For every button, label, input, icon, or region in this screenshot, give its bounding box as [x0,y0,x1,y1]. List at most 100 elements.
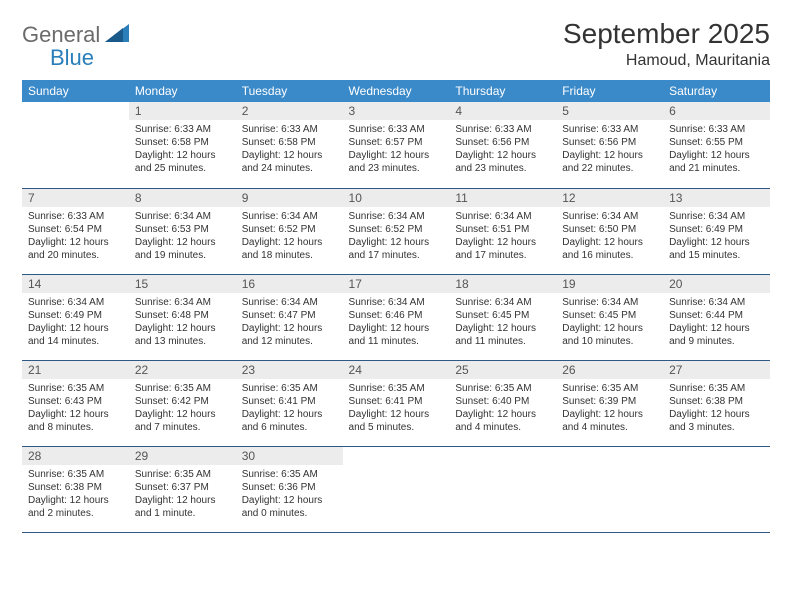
sunrise-text: Sunrise: 6:34 AM [135,296,230,309]
sunrise-text: Sunrise: 6:33 AM [669,123,764,136]
day-details: Sunrise: 6:34 AMSunset: 6:45 PMDaylight:… [556,293,663,352]
sunrise-text: Sunrise: 6:35 AM [28,468,123,481]
sunrise-text: Sunrise: 6:35 AM [242,468,337,481]
sunset-text: Sunset: 6:52 PM [242,223,337,236]
calendar-day-cell: 11Sunrise: 6:34 AMSunset: 6:51 PMDayligh… [449,188,556,274]
day-number: 24 [343,361,450,379]
daylight-text: Daylight: 12 hours and 17 minutes. [349,236,444,262]
sunset-text: Sunset: 6:45 PM [455,309,550,322]
sunrise-text: Sunrise: 6:33 AM [349,123,444,136]
logo: General Blue [22,24,129,70]
daylight-text: Daylight: 12 hours and 8 minutes. [28,408,123,434]
sunset-text: Sunset: 6:44 PM [669,309,764,322]
weekday-header: Friday [556,80,663,102]
day-number: 20 [663,275,770,293]
day-details: Sunrise: 6:34 AMSunset: 6:52 PMDaylight:… [236,207,343,266]
sunrise-text: Sunrise: 6:35 AM [28,382,123,395]
day-number: 25 [449,361,556,379]
daylight-text: Daylight: 12 hours and 4 minutes. [562,408,657,434]
day-number: 18 [449,275,556,293]
day-number: 10 [343,189,450,207]
sunrise-text: Sunrise: 6:35 AM [669,382,764,395]
daylight-text: Daylight: 12 hours and 4 minutes. [455,408,550,434]
sunrise-text: Sunrise: 6:35 AM [135,382,230,395]
day-details: Sunrise: 6:34 AMSunset: 6:49 PMDaylight:… [663,207,770,266]
sunrise-text: Sunrise: 6:34 AM [562,296,657,309]
day-number: 22 [129,361,236,379]
sunset-text: Sunset: 6:56 PM [562,136,657,149]
sunset-text: Sunset: 6:50 PM [562,223,657,236]
calendar-day-cell: 22Sunrise: 6:35 AMSunset: 6:42 PMDayligh… [129,360,236,446]
weekday-header: Saturday [663,80,770,102]
day-details: Sunrise: 6:34 AMSunset: 6:49 PMDaylight:… [22,293,129,352]
day-details: Sunrise: 6:33 AMSunset: 6:55 PMDaylight:… [663,120,770,179]
day-details: Sunrise: 6:35 AMSunset: 6:36 PMDaylight:… [236,465,343,524]
day-details: Sunrise: 6:33 AMSunset: 6:57 PMDaylight:… [343,120,450,179]
daylight-text: Daylight: 12 hours and 11 minutes. [349,322,444,348]
weekday-header: Monday [129,80,236,102]
daylight-text: Daylight: 12 hours and 9 minutes. [669,322,764,348]
weekday-header-row: Sunday Monday Tuesday Wednesday Thursday… [22,80,770,102]
day-details: Sunrise: 6:34 AMSunset: 6:47 PMDaylight:… [236,293,343,352]
sunset-text: Sunset: 6:58 PM [135,136,230,149]
day-details: Sunrise: 6:34 AMSunset: 6:50 PMDaylight:… [556,207,663,266]
weekday-header: Sunday [22,80,129,102]
calendar-day-cell: 6Sunrise: 6:33 AMSunset: 6:55 PMDaylight… [663,102,770,188]
sunset-text: Sunset: 6:37 PM [135,481,230,494]
calendar-day-cell: 9Sunrise: 6:34 AMSunset: 6:52 PMDaylight… [236,188,343,274]
sunset-text: Sunset: 6:49 PM [28,309,123,322]
calendar-day-cell [556,446,663,532]
calendar-day-cell: 28Sunrise: 6:35 AMSunset: 6:38 PMDayligh… [22,446,129,532]
sunset-text: Sunset: 6:47 PM [242,309,337,322]
sunrise-text: Sunrise: 6:35 AM [455,382,550,395]
sunrise-text: Sunrise: 6:34 AM [135,210,230,223]
day-number: 26 [556,361,663,379]
day-number: 3 [343,102,450,120]
daylight-text: Daylight: 12 hours and 13 minutes. [135,322,230,348]
weekday-header: Thursday [449,80,556,102]
sunrise-text: Sunrise: 6:33 AM [135,123,230,136]
day-number: 2 [236,102,343,120]
day-number: 30 [236,447,343,465]
day-details: Sunrise: 6:35 AMSunset: 6:42 PMDaylight:… [129,379,236,438]
calendar-day-cell: 7Sunrise: 6:33 AMSunset: 6:54 PMDaylight… [22,188,129,274]
daylight-text: Daylight: 12 hours and 14 minutes. [28,322,123,348]
weekday-header: Tuesday [236,80,343,102]
daylight-text: Daylight: 12 hours and 11 minutes. [455,322,550,348]
calendar-day-cell: 21Sunrise: 6:35 AMSunset: 6:43 PMDayligh… [22,360,129,446]
day-number: 5 [556,102,663,120]
day-number: 29 [129,447,236,465]
location-label: Hamoud, Mauritania [563,52,770,70]
sunset-text: Sunset: 6:56 PM [455,136,550,149]
sunrise-text: Sunrise: 6:33 AM [562,123,657,136]
daylight-text: Daylight: 12 hours and 25 minutes. [135,149,230,175]
day-number: 17 [343,275,450,293]
day-number: 16 [236,275,343,293]
daylight-text: Daylight: 12 hours and 6 minutes. [242,408,337,434]
calendar-day-cell [22,102,129,188]
day-details: Sunrise: 6:33 AMSunset: 6:56 PMDaylight:… [556,120,663,179]
sunrise-text: Sunrise: 6:35 AM [242,382,337,395]
sunrise-text: Sunrise: 6:35 AM [135,468,230,481]
daylight-text: Daylight: 12 hours and 21 minutes. [669,149,764,175]
weekday-header: Wednesday [343,80,450,102]
daylight-text: Daylight: 12 hours and 1 minute. [135,494,230,520]
day-details: Sunrise: 6:33 AMSunset: 6:58 PMDaylight:… [236,120,343,179]
day-details: Sunrise: 6:34 AMSunset: 6:45 PMDaylight:… [449,293,556,352]
logo-word1: General [22,22,100,47]
sunset-text: Sunset: 6:51 PM [455,223,550,236]
sunset-text: Sunset: 6:43 PM [28,395,123,408]
day-details: Sunrise: 6:35 AMSunset: 6:38 PMDaylight:… [22,465,129,524]
calendar-day-cell: 8Sunrise: 6:34 AMSunset: 6:53 PMDaylight… [129,188,236,274]
calendar-day-cell: 4Sunrise: 6:33 AMSunset: 6:56 PMDaylight… [449,102,556,188]
calendar-day-cell: 25Sunrise: 6:35 AMSunset: 6:40 PMDayligh… [449,360,556,446]
logo-word2: Blue [50,45,94,70]
sunrise-text: Sunrise: 6:34 AM [242,210,337,223]
daylight-text: Daylight: 12 hours and 19 minutes. [135,236,230,262]
calendar-day-cell: 13Sunrise: 6:34 AMSunset: 6:49 PMDayligh… [663,188,770,274]
calendar-day-cell [663,446,770,532]
sunrise-text: Sunrise: 6:33 AM [28,210,123,223]
sunrise-text: Sunrise: 6:34 AM [349,210,444,223]
day-number: 9 [236,189,343,207]
calendar-day-cell: 17Sunrise: 6:34 AMSunset: 6:46 PMDayligh… [343,274,450,360]
